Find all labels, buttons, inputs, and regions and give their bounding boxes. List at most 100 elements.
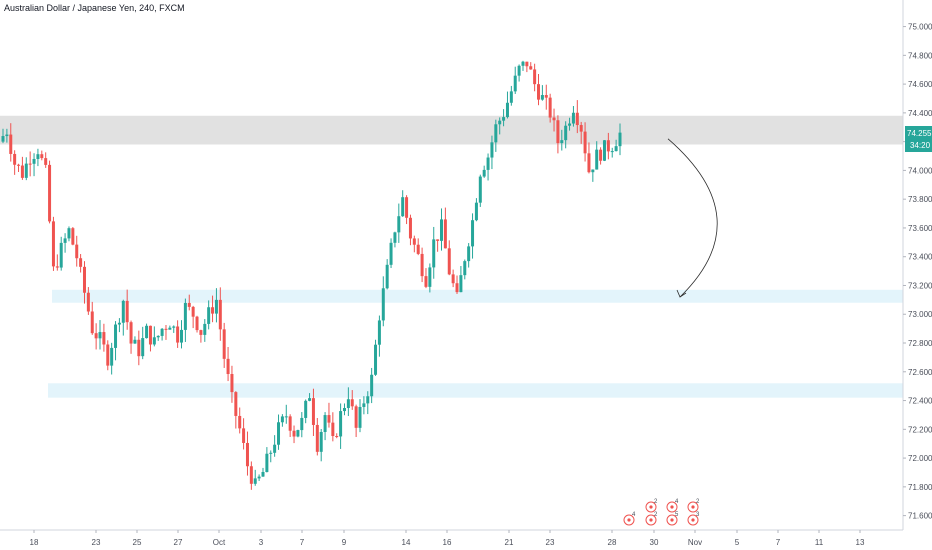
candle-body	[226, 358, 230, 375]
candle-body	[102, 332, 106, 345]
candle-body	[300, 417, 304, 431]
candle-body	[238, 415, 242, 429]
x-tick-label: 9	[342, 538, 347, 547]
candle-body	[28, 163, 32, 165]
candle-body	[370, 374, 374, 397]
candle-body	[420, 253, 424, 277]
x-tick-label: 27	[174, 538, 183, 547]
candle-body	[459, 275, 463, 293]
candle-body	[273, 444, 277, 453]
candle-body	[218, 299, 222, 330]
candle-body	[405, 197, 409, 218]
candle-body	[498, 120, 502, 125]
candle-body	[106, 344, 110, 366]
y-tick-label: 73.400	[908, 253, 932, 262]
y-tick-label: 72.600	[908, 368, 932, 377]
candle-body	[428, 267, 432, 287]
candle-body	[366, 396, 370, 404]
projection-arrow	[667, 138, 718, 298]
candle-body	[432, 239, 436, 268]
candle-body	[63, 238, 67, 243]
candle-body	[110, 347, 114, 366]
candle-body	[242, 428, 246, 443]
candle-body	[265, 453, 269, 472]
price-tag-countdown: 34:20	[910, 141, 931, 150]
candle-body	[618, 132, 622, 147]
candle-body	[48, 164, 52, 222]
candle-body	[323, 415, 327, 432]
candle-body	[385, 264, 389, 289]
candle-body	[350, 399, 354, 407]
candle-body	[342, 408, 346, 412]
candle-body	[269, 452, 273, 454]
candle-body	[288, 416, 292, 431]
x-tick-label: 13	[856, 538, 865, 547]
y-tick-label: 74.600	[908, 80, 932, 89]
candle-body	[346, 399, 350, 409]
candle-body	[564, 125, 568, 141]
x-tick-label: 7	[776, 538, 781, 547]
candle-body	[575, 112, 579, 126]
zones-layer	[0, 115, 903, 398]
candle-body	[339, 411, 343, 437]
y-tick-label: 75.000	[908, 23, 932, 32]
candle-body	[75, 244, 79, 259]
x-tick-label: 16	[443, 538, 452, 547]
y-tick-label: 72.800	[908, 339, 932, 348]
candle-body	[230, 374, 234, 393]
candle-body	[13, 153, 17, 165]
candle-body	[408, 217, 412, 239]
candle-body	[249, 466, 253, 484]
candle-body	[544, 95, 548, 98]
candle-body	[591, 169, 595, 173]
candle-body	[164, 328, 168, 330]
candle-body	[595, 149, 599, 170]
x-tick-label: 23	[546, 538, 555, 547]
candle-body	[280, 416, 284, 423]
candle-body	[471, 220, 475, 247]
candle-body	[560, 140, 564, 144]
candle-body	[455, 283, 459, 293]
candle-body	[211, 307, 215, 314]
candle-body	[24, 163, 28, 178]
candle-body	[606, 140, 610, 152]
candle-body	[311, 398, 315, 425]
y-tick-label: 73.800	[908, 195, 932, 204]
candle-body	[245, 442, 249, 467]
candle-body	[67, 228, 71, 239]
candle-body	[478, 176, 482, 203]
candle-body	[571, 112, 575, 124]
candle-body	[335, 436, 339, 438]
candle-body	[517, 65, 521, 76]
candle-body	[17, 164, 21, 166]
candle-body	[552, 117, 556, 121]
candle-body	[203, 323, 207, 335]
candle-body	[610, 151, 614, 153]
x-tick-label: 3	[259, 538, 264, 547]
price-tag-bg	[905, 126, 932, 152]
x-tick-label: 28	[608, 538, 617, 547]
candle-body	[502, 117, 506, 121]
projection-arrowhead	[676, 289, 687, 298]
candle-body	[424, 276, 428, 287]
candle-body	[133, 339, 137, 344]
candle-body	[354, 406, 358, 428]
y-tick-label: 74.000	[908, 166, 932, 175]
candle-body	[513, 75, 517, 92]
support-zone	[52, 289, 903, 303]
candle-body	[156, 335, 160, 338]
candle-body	[187, 302, 191, 307]
event-count: 5	[675, 512, 679, 518]
candle-body	[90, 311, 94, 334]
event-marker-dot	[670, 505, 674, 509]
x-tick-label: 23	[92, 538, 101, 547]
candle-body	[439, 219, 443, 241]
x-tick-label: 25	[133, 538, 142, 547]
y-tick-label: 72.000	[908, 454, 932, 463]
candle-body	[412, 238, 416, 245]
candle-body	[199, 330, 203, 335]
event-count: 2	[654, 512, 658, 518]
candle-body	[257, 476, 261, 479]
